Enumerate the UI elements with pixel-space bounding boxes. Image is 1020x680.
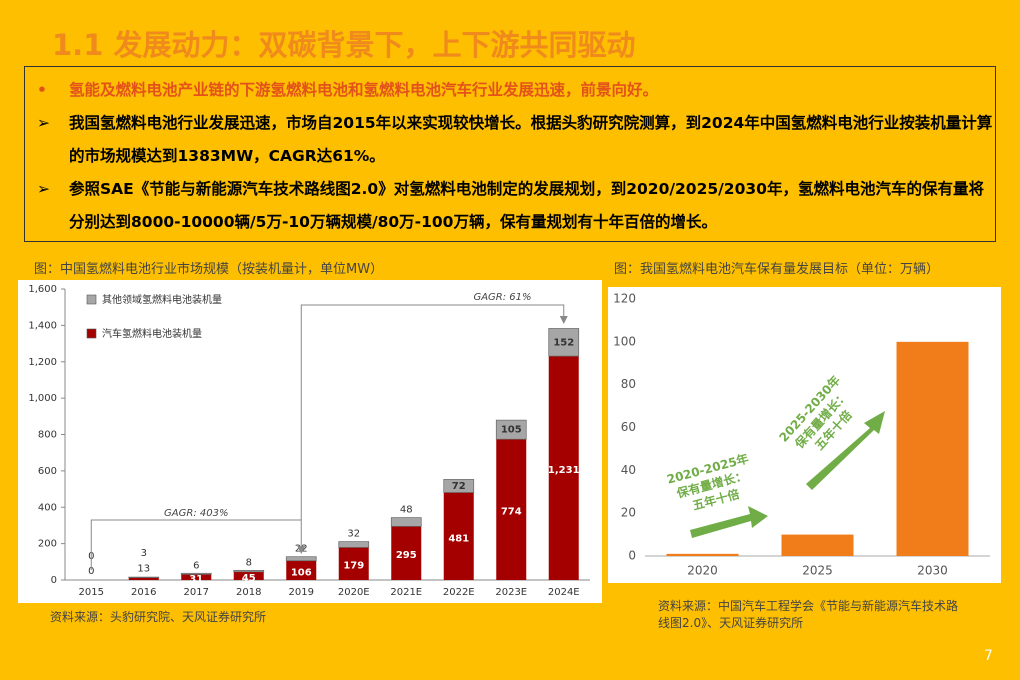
data-label: 105 <box>501 425 522 436</box>
y-tick-label: 1,200 <box>28 357 57 368</box>
data-label: 6 <box>193 560 199 571</box>
data-label: 48 <box>400 505 413 516</box>
bar-segment <box>548 328 580 357</box>
annotation-line <box>90 519 302 570</box>
bar-segment <box>338 547 369 580</box>
x-tick-label: 2017 <box>184 587 209 598</box>
bullet: 参照SAE《节能与新能源汽车技术路线图2.0》对氢燃料电池制定的发展规划，到20… <box>37 173 999 239</box>
bar-segment <box>285 556 317 562</box>
x-tick-label: 2020 <box>687 564 718 578</box>
data-label: 774 <box>501 507 522 518</box>
data-label: 32 <box>347 529 360 540</box>
x-tick-label: 2015 <box>79 587 104 598</box>
bar-segment <box>496 439 527 580</box>
y-tick-label: 800 <box>38 430 57 441</box>
y-tick-label: 200 <box>38 539 57 550</box>
bar-segment <box>443 492 474 580</box>
x-tick-label: 2024E <box>548 587 580 598</box>
x-tick-label: 2018 <box>236 587 261 598</box>
x-tick-label: 2030 <box>917 564 948 578</box>
data-label: 0 <box>88 566 94 577</box>
y-tick-label: 600 <box>38 466 57 477</box>
bar-segment <box>233 571 264 580</box>
bar-segment <box>181 574 212 580</box>
x-tick-label: 2025 <box>802 564 833 578</box>
y-tick-label: 40 <box>621 463 636 477</box>
y-tick-label: 0 <box>51 575 57 586</box>
legend-label: 其他领域氢燃料电池装机量 <box>102 293 222 306</box>
x-tick-label: 2023E <box>495 587 527 598</box>
y-tick-label: 120 <box>613 292 636 306</box>
bar-segment <box>128 576 160 578</box>
legend-swatch <box>86 294 97 305</box>
data-label: 31 <box>189 574 203 585</box>
bar-segment <box>233 570 265 573</box>
bullet: 氢能及燃料电池产业链的下游氢燃料电池和氢燃料电池汽车行业发展迅速，前景向好。 <box>37 75 999 105</box>
data-label: 295 <box>396 550 417 561</box>
data-label: 152 <box>553 337 574 348</box>
annotation: GAGR: 61% <box>473 292 531 303</box>
x-tick-label: 2021E <box>390 587 422 598</box>
y-tick-label: 80 <box>621 377 636 391</box>
chart-title: 图：中国氢燃料电池行业市场规模（按装机量计，单位MW） <box>34 262 384 277</box>
page-number: 7 <box>984 648 993 664</box>
annotation-line <box>300 304 565 520</box>
bar-segment <box>128 577 159 580</box>
data-label: 1,231 <box>548 465 580 476</box>
x-tick-label: 2022E <box>443 587 475 598</box>
bar-segment <box>443 479 475 493</box>
y-tick-label: 60 <box>621 420 636 434</box>
bar-segment <box>390 517 422 527</box>
slide-title: 1.1 发展动力：双碳背景下，上下游共同驱动 <box>52 28 636 62</box>
data-label: 3 <box>141 548 147 559</box>
annotation-arrow <box>297 546 306 554</box>
y-tick-label: 0 <box>628 549 636 563</box>
bar-segment <box>180 572 212 575</box>
bar-segment <box>495 419 527 440</box>
y-tick-label: 20 <box>621 506 636 520</box>
annotation-arrow <box>559 316 568 324</box>
bullet-box: 氢能及燃料电池产业链的下游氢燃料电池和氢燃料电池汽车行业发展迅速，前景向好。 我… <box>24 66 996 242</box>
bullet: 我国氢燃料电池行业发展迅速，市场自2015年以来实现较快增长。根据头豹研究院测算… <box>37 107 999 173</box>
data-label: 106 <box>291 567 312 578</box>
x-tick-label: 2016 <box>131 587 156 598</box>
x-tick-label: 2019 <box>289 587 314 598</box>
y-tick-label: 1,000 <box>28 393 57 404</box>
legend-label: 汽车氢燃料电池装机量 <box>102 327 202 340</box>
bar <box>666 553 739 556</box>
bar-segment <box>548 356 579 580</box>
source: 资料来源：头豹研究院、天风证券研究所 <box>50 610 267 624</box>
bar-segment <box>338 541 370 548</box>
data-label: 481 <box>448 533 469 544</box>
y-tick-label: 1,400 <box>28 320 57 331</box>
bar <box>781 534 854 556</box>
y-tick-label: 400 <box>38 502 57 513</box>
x-tick-label: 2020E <box>338 587 370 598</box>
y-tick-label: 1,600 <box>28 284 57 295</box>
chart-title: 图：我国氢燃料电池汽车保有量发展目标（单位：万辆） <box>614 262 940 277</box>
bar-segment <box>286 560 317 580</box>
data-label: 179 <box>343 561 364 572</box>
growth-arrow <box>806 411 885 490</box>
data-label: 45 <box>242 573 256 584</box>
data-label: 13 <box>137 564 150 575</box>
data-label: 8 <box>246 557 252 568</box>
y-tick-label: 100 <box>613 334 636 348</box>
legend-swatch <box>86 328 97 339</box>
bar-segment <box>391 526 422 580</box>
annotation: GAGR: 403% <box>164 508 228 519</box>
data-label: 72 <box>452 481 466 492</box>
growth-arrow <box>690 506 768 538</box>
source: 资料来源：中国汽车工程学会《节能与新能源汽车技术路线图2.0》、天风证券研究所 <box>658 599 959 630</box>
bar <box>896 341 969 556</box>
